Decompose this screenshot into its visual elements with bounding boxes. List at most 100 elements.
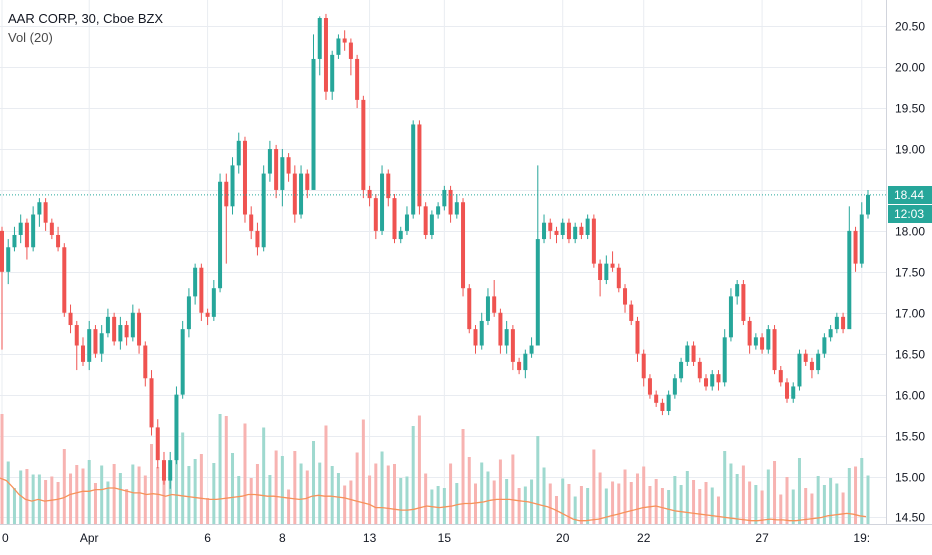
candle xyxy=(74,320,79,371)
candle-body xyxy=(710,374,715,387)
volume-bar xyxy=(829,478,833,524)
candle xyxy=(417,120,422,215)
volume-bar xyxy=(536,436,540,524)
volume-bar xyxy=(629,482,633,524)
candle-body xyxy=(473,329,478,346)
candle-body xyxy=(803,353,808,362)
candle xyxy=(12,226,17,252)
candle-body xyxy=(448,189,453,215)
volume-bar xyxy=(399,478,403,524)
volume-bar xyxy=(12,488,16,524)
candle-body xyxy=(766,329,771,350)
last-price-tag: 18.44 xyxy=(888,185,932,204)
volume-bar xyxy=(218,414,222,524)
volume-bar xyxy=(785,477,789,524)
candle-body xyxy=(186,296,191,330)
candle-body xyxy=(249,214,254,231)
candle xyxy=(660,398,665,416)
candle xyxy=(137,308,142,354)
candle xyxy=(186,288,191,338)
candle-body xyxy=(492,296,497,313)
candle-body xyxy=(747,320,752,346)
volume-bar xyxy=(343,485,347,524)
candle xyxy=(149,370,154,436)
volume-indicator-title[interactable]: Vol (20) xyxy=(8,30,53,45)
chart-legend: AAR CORP, 30, Cboe BZX Vol (20) xyxy=(8,9,163,47)
candle-body xyxy=(398,230,403,240)
candle xyxy=(62,243,67,317)
candle-body xyxy=(6,247,11,272)
candle-body xyxy=(791,386,796,399)
candle-body xyxy=(305,173,310,190)
volume-bar xyxy=(480,462,484,524)
time-tick-label: 22 xyxy=(637,531,651,545)
candle xyxy=(772,325,777,375)
volume-bar xyxy=(723,451,727,524)
volume-bar xyxy=(617,483,621,524)
candle-body xyxy=(797,353,802,387)
candle xyxy=(299,165,304,219)
candle xyxy=(728,288,733,342)
candle xyxy=(778,365,783,387)
candle xyxy=(635,316,640,362)
time-axis[interactable]: 0 Apr 6 8 13 15 20 22 27 19: xyxy=(2,531,870,545)
volume-bar xyxy=(168,472,172,524)
volume-bar xyxy=(854,466,858,524)
volume-bar xyxy=(374,463,378,524)
candle-body xyxy=(859,214,864,264)
candle-body xyxy=(834,316,839,330)
candle xyxy=(230,157,235,215)
candle xyxy=(654,390,659,407)
candle xyxy=(323,13,328,100)
candle xyxy=(809,357,814,379)
candle-body xyxy=(87,329,92,362)
candle xyxy=(679,357,684,383)
volume-bar xyxy=(729,463,733,524)
candle-body xyxy=(199,267,204,313)
volume-bar xyxy=(62,449,66,524)
candle xyxy=(666,390,671,416)
candle-body xyxy=(224,181,229,207)
volume-bar xyxy=(118,473,122,524)
volume-bar xyxy=(0,414,4,524)
candle xyxy=(785,378,790,403)
candle-body xyxy=(654,394,659,403)
candle-body xyxy=(74,325,79,346)
volume-bar xyxy=(442,488,446,524)
candle xyxy=(386,169,391,207)
candle xyxy=(274,144,279,199)
volume-bar xyxy=(224,416,228,524)
volume-bar xyxy=(436,486,440,524)
volume-bar xyxy=(411,426,415,524)
candle xyxy=(305,169,310,199)
volume-bar xyxy=(255,464,259,524)
candle-body xyxy=(573,226,578,240)
candle xyxy=(760,333,765,354)
volume-bar xyxy=(150,444,154,524)
candle xyxy=(710,370,715,391)
candle-body xyxy=(99,333,104,354)
candle-body xyxy=(716,374,721,383)
time-tick-label: 0 xyxy=(2,531,9,545)
volume-bar xyxy=(567,484,571,524)
price-tick-label: 20.50 xyxy=(895,20,925,34)
candle xyxy=(130,304,135,342)
volume-bars xyxy=(0,414,870,524)
candle-body xyxy=(336,38,341,55)
symbol-title[interactable]: AAR CORP, 30, Cboe BZX xyxy=(8,11,164,26)
volume-bar xyxy=(368,475,372,524)
candle-body xyxy=(392,198,397,240)
volume-bar xyxy=(716,496,720,524)
candle xyxy=(529,337,534,358)
volume-bar xyxy=(305,470,309,524)
candle xyxy=(249,206,254,240)
candle xyxy=(498,308,503,354)
volume-bar xyxy=(548,483,552,524)
time-tick-label: 15 xyxy=(438,531,452,545)
candle xyxy=(255,222,260,256)
candle-body xyxy=(816,353,821,371)
candle-body xyxy=(753,337,758,346)
volume-bar xyxy=(6,461,10,524)
